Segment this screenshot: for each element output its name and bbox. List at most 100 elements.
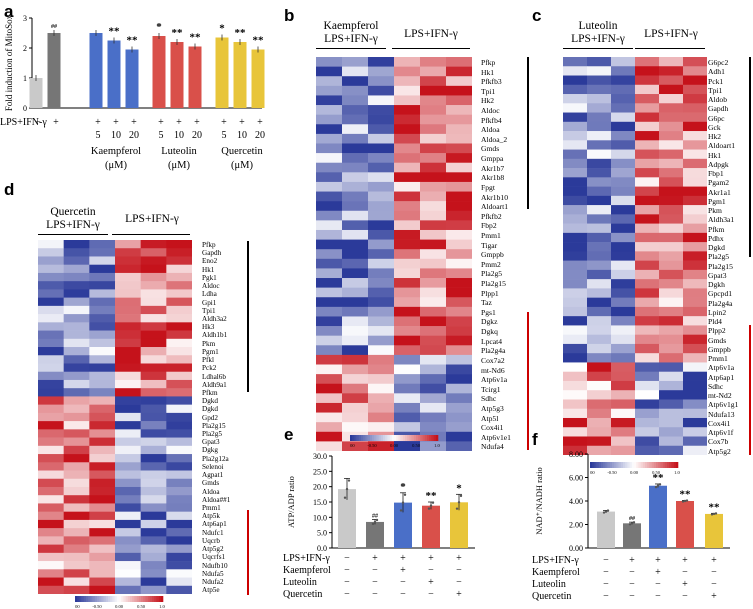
heatmap-cell [342, 412, 369, 423]
heatmap-cell [63, 511, 90, 521]
legend-swatch [97, 596, 100, 602]
significance-mark: ** [172, 27, 184, 39]
gene-label: Gpat3 [202, 438, 220, 447]
data-point [604, 510, 608, 513]
data-point [656, 484, 660, 487]
heatmap-cell [368, 278, 395, 288]
gene-label: Aldoa##1 [202, 495, 231, 504]
condition-row-label: Kaempferol [283, 565, 331, 576]
heatmap-cell [563, 306, 588, 317]
heatmap-cell [683, 242, 707, 252]
heatmap-cell [563, 353, 588, 363]
gene-label: Adh1 [708, 67, 725, 77]
heatmap-cell [38, 544, 64, 554]
heatmap-cell [394, 153, 421, 164]
heatmap-cell [587, 380, 612, 391]
heatmap-cell [63, 528, 90, 537]
heatmap-cell [611, 306, 636, 317]
heatmap-cell [587, 306, 612, 317]
heatmap-cell [420, 105, 447, 115]
heatmap-cell [635, 353, 660, 363]
heatmap-cell [342, 105, 369, 115]
heatmap-cell [166, 536, 192, 545]
heatmap-cell [89, 437, 116, 447]
data-point [403, 493, 407, 496]
heatmap-cell [394, 201, 421, 212]
heatmap-cell [140, 289, 167, 298]
heatmap-cell [446, 66, 472, 77]
heatmap-cell [63, 379, 90, 389]
ratio-bar [705, 513, 723, 548]
heatmap-b-bracket-right [392, 48, 470, 49]
legend-swatch [398, 435, 401, 441]
heatmap-cell [38, 256, 64, 265]
heatmap-cell [659, 121, 684, 132]
legend-swatch [396, 435, 399, 441]
heatmap-cell [394, 297, 421, 308]
heatmap-b-treatment: Kaempferol [323, 20, 379, 32]
legend-tick-label: 0.50 [412, 443, 421, 448]
heatmap-cell [368, 441, 395, 451]
gene-label: Selenoi [202, 462, 224, 471]
heatmap-cell [38, 495, 64, 504]
legend-swatch [424, 435, 428, 441]
heatmap-cell [115, 371, 141, 381]
heatmap-cell [368, 374, 395, 385]
heatmap-cell [659, 380, 684, 391]
heatmap-cell [63, 478, 90, 488]
heatmap-cell [611, 343, 636, 354]
lps-sign: + [95, 117, 101, 128]
heatmap-cell [683, 177, 707, 187]
heatmap-cell [446, 345, 472, 356]
legend-swatch [422, 435, 426, 441]
condition-row-label: Quercetin [283, 589, 322, 600]
heatmap-cell [394, 114, 421, 125]
mitosox-bar [233, 42, 247, 108]
heatmap-cell [166, 552, 192, 562]
gene-label: Gmppb [708, 344, 731, 354]
heatmap-cell [89, 379, 116, 389]
heatmap-cell [89, 445, 116, 455]
heatmap-cell [611, 84, 636, 95]
legend-swatch [145, 596, 148, 602]
heatmap-cell [683, 103, 707, 113]
heatmap-cell [89, 314, 116, 323]
heatmap-cell [316, 172, 343, 183]
heatmap-cell [659, 66, 684, 76]
heatmap-cell [166, 511, 192, 521]
condition-sign: − [603, 567, 609, 578]
heatmap-cell [563, 149, 588, 160]
gene-label: Pgm1 [202, 347, 219, 356]
gene-label: Aldoa [481, 125, 500, 135]
heatmap-cell [140, 429, 167, 438]
heatmap-cell [316, 393, 343, 404]
heatmap-cell [115, 454, 141, 463]
heatmap-cell [587, 168, 612, 178]
data-point [399, 509, 403, 512]
legend-swatch [435, 435, 439, 441]
heatmap-cell [659, 186, 684, 197]
heatmap-cell [342, 268, 369, 279]
heatmap-cell [659, 436, 684, 447]
heatmap-cell [587, 57, 612, 67]
heatmap-cell [342, 172, 369, 183]
heatmap-cell [368, 258, 395, 269]
heatmap-cell [611, 445, 636, 455]
legend-swatch [433, 435, 437, 441]
legend-swatch [642, 462, 646, 468]
heatmap-cell [394, 105, 421, 115]
legend-swatch [673, 462, 677, 468]
gene-label: Atp6ap1 [202, 520, 227, 529]
heatmap-cell [635, 306, 660, 317]
condition-sign: + [711, 555, 717, 566]
heatmap-cell [563, 158, 588, 169]
legend-swatch [116, 596, 120, 602]
heatmap-cell [420, 57, 447, 67]
heatmap-cell [63, 462, 90, 471]
gene-label: Gpi1 [202, 298, 217, 307]
heatmap-cell [63, 305, 90, 315]
heatmap-cell [659, 362, 684, 372]
gene-label: Plpp2 [708, 326, 726, 336]
condition-sign: + [400, 565, 406, 576]
heatmap-cell [368, 201, 395, 212]
